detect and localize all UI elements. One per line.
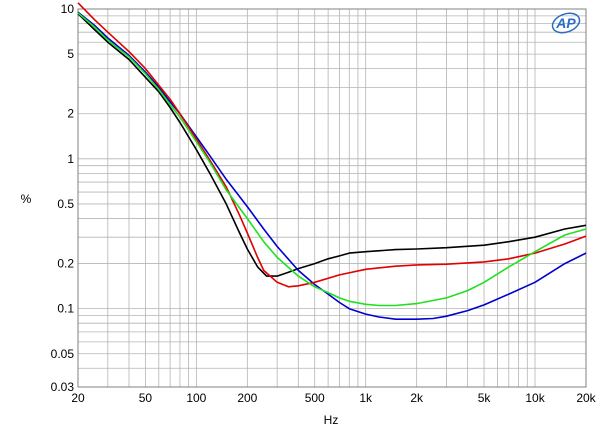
y-tick-label: 0.5	[57, 197, 74, 211]
y-tick-labels: 10 5 2 1 0.5 0.2 0.1 0.05 0.03	[51, 2, 75, 394]
series-line-0	[77, 13, 587, 277]
ap-logo-text: AP	[555, 15, 576, 31]
x-axis-label: Hz	[324, 413, 339, 427]
x-tick-label: 10k	[525, 391, 545, 405]
x-tick-label: 20k	[576, 391, 596, 405]
y-tick-label: 0.1	[57, 302, 74, 316]
plot-frame	[77, 8, 587, 388]
y-tick-label: 1	[67, 152, 74, 166]
x-tick-labels: 20 50 100 200 500 1k 2k 5k 10k 20k	[71, 391, 596, 405]
grid	[77, 8, 587, 388]
x-tick-label: 1k	[359, 391, 373, 405]
x-tick-label: 5k	[478, 391, 492, 405]
y-tick-label: 2	[67, 107, 74, 121]
y-tick-label: 0.2	[57, 257, 74, 271]
series-line-3	[77, 12, 587, 307]
y-tick-label: 10	[61, 2, 75, 16]
series-lines	[77, 2, 587, 320]
x-tick-label: 50	[139, 391, 153, 405]
x-tick-label: 500	[305, 391, 325, 405]
x-tick-label: 200	[237, 391, 257, 405]
x-tick-label: 100	[186, 391, 206, 405]
series-line-2	[77, 2, 587, 288]
x-tick-label: 20	[71, 391, 85, 405]
ap-logo: AP	[551, 12, 581, 34]
x-tick-label: 2k	[410, 391, 424, 405]
y-axis-label: %	[21, 192, 32, 206]
y-tick-label: 0.03	[51, 380, 75, 394]
y-tick-label: 5	[67, 47, 74, 61]
series-line-1	[77, 11, 587, 320]
y-tick-label: 0.05	[51, 347, 75, 361]
